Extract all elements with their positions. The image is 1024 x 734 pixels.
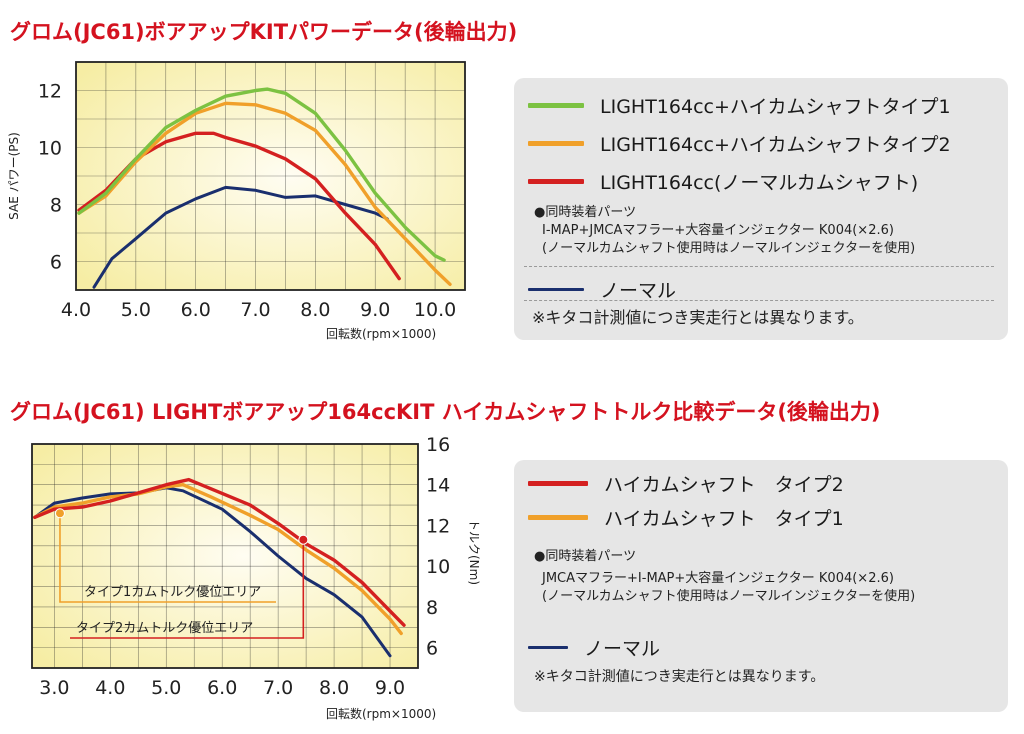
x-tick-label: 9.0 <box>360 299 390 321</box>
y-axis-label: SAE パワー(PS) <box>7 132 21 220</box>
legend-label-normal: ノーマル <box>600 280 677 302</box>
legend-entry-type2: LIGHT164cc+ハイカムシャフトタイプ2 <box>528 130 951 157</box>
legend-entry-normal: ノーマル <box>528 634 660 661</box>
series-line-light164cc-2 <box>77 101 452 286</box>
legend-label-hicam-type1: ハイカムシャフト タイプ1 <box>604 508 844 530</box>
x-axis-label: 回転数(rpm×1000) <box>326 706 436 721</box>
legend-entry-hicam-type1: ハイカムシャフト タイプ1 <box>528 504 844 531</box>
divider <box>524 300 994 301</box>
annotation-leader-type2 <box>70 539 305 639</box>
power-legend: LIGHT164cc+ハイカムシャフトタイプ1 LIGHT164cc+ハイカムシ… <box>514 78 1008 340</box>
x-tick-label: 8.0 <box>319 677 349 699</box>
y-tick-label: 12 <box>426 515 450 537</box>
divider <box>524 266 994 267</box>
legend-swatch-hicam-type2 <box>528 481 588 486</box>
annotation-label-type1: タイプ1カムトルク優位エリア <box>84 585 261 600</box>
series-line-- <box>92 185 389 289</box>
x-tick-label: 10.0 <box>414 299 456 321</box>
x-tick-label: 4.0 <box>61 299 91 321</box>
x-axis-label: 回転数(rpm×1000) <box>326 326 436 341</box>
power-chart-title: グロム(JC61)ボアアップKITパワーデータ(後輪出力) <box>10 20 518 44</box>
parts-heading: ●同時装着パーツ <box>534 205 637 220</box>
x-tick-label: 6.0 <box>207 677 237 699</box>
legend-entry-type1: LIGHT164cc+ハイカムシャフトタイプ1 <box>528 92 951 119</box>
disclaimer: ※キタコ計測値につき実走行とは異なります。 <box>532 308 864 327</box>
parts-heading: ●同時装着パーツ <box>534 549 637 564</box>
annotation-label-type2: タイプ2カムトルク優位エリア <box>76 621 253 636</box>
legend-swatch-normal <box>528 646 568 649</box>
annotation-marker-type1 <box>54 508 65 519</box>
x-tick-label: 9.0 <box>375 677 405 699</box>
y-tick-label: 8 <box>426 597 438 619</box>
disclaimer: ※キタコ計測値につき実走行とは異なります。 <box>534 669 825 685</box>
legend-label-type1: LIGHT164cc+ハイカムシャフトタイプ1 <box>600 96 951 118</box>
series-line--2 <box>33 477 406 627</box>
y-tick-label: 6 <box>50 252 62 274</box>
y-tick-label: 6 <box>426 638 438 660</box>
parts-line-1: I-MAP+JMCAマフラー+大容量インジェクター K004(×2.6) <box>542 223 894 238</box>
annotation-marker-type2 <box>298 534 309 545</box>
plot-background <box>32 444 418 668</box>
y-tick-label: 8 <box>50 195 62 217</box>
x-tick-label: 7.0 <box>240 299 270 321</box>
series-line-- <box>33 486 392 658</box>
legend-entry-normal: ノーマル <box>528 276 676 303</box>
x-tick-label: 5.0 <box>151 677 181 699</box>
parts-line-2: (ノーマルカムシャフト使用時はノーマルインジェクターを使用) <box>542 589 916 604</box>
parts-line-1: JMCAマフラー+I-MAP+大容量インジェクター K004(×2.6) <box>542 571 894 586</box>
legend-swatch-normal <box>528 288 584 291</box>
x-tick-label: 8.0 <box>300 299 330 321</box>
y-tick-label: 10 <box>38 138 62 160</box>
legend-swatch-type1 <box>528 103 584 108</box>
torque-legend: ハイカムシャフト タイプ2 ハイカムシャフト タイプ1 ●同時装着パーツ JMC… <box>514 460 1008 712</box>
legend-swatch-normal-cam <box>528 179 584 184</box>
y-tick-label: 16 <box>426 434 450 456</box>
legend-entry-hicam-type2: ハイカムシャフト タイプ2 <box>528 470 844 497</box>
y-tick-label: 12 <box>38 81 62 103</box>
y-tick-label: 10 <box>426 556 450 578</box>
x-tick-label: 7.0 <box>263 677 293 699</box>
y-tick-label: 14 <box>426 475 450 497</box>
legend-swatch-type2 <box>528 141 584 146</box>
x-tick-label: 5.0 <box>121 299 151 321</box>
torque-chart-title: グロム(JC61) LIGHTボアアップ164ccKIT ハイカムシャフトトルク… <box>10 400 881 424</box>
plot-frame <box>75 61 466 291</box>
legend-label-type2: LIGHT164cc+ハイカムシャフトタイプ2 <box>600 134 951 156</box>
legend-swatch-hicam-type1 <box>528 515 588 520</box>
legend-entry-normal-cam: LIGHT164cc(ノーマルカムシャフト) <box>528 168 918 195</box>
x-tick-label: 6.0 <box>181 299 211 321</box>
legend-label-normal-cam: LIGHT164cc(ノーマルカムシャフト) <box>600 172 919 194</box>
x-tick-label: 4.0 <box>95 677 125 699</box>
parts-line-2: (ノーマルカムシャフト使用時はノーマルインジェクターを使用) <box>542 241 916 256</box>
plot-frame <box>31 443 419 669</box>
legend-label-hicam-type2: ハイカムシャフト タイプ2 <box>604 474 844 496</box>
y-axis-label: トルク(Nm) <box>467 519 481 585</box>
series-line-light164cc-1 <box>77 87 446 262</box>
x-tick-label: 3.0 <box>39 677 69 699</box>
annotation-leader-type1 <box>59 513 276 603</box>
series-line--1 <box>33 483 403 636</box>
legend-label-normal: ノーマル <box>584 638 661 660</box>
